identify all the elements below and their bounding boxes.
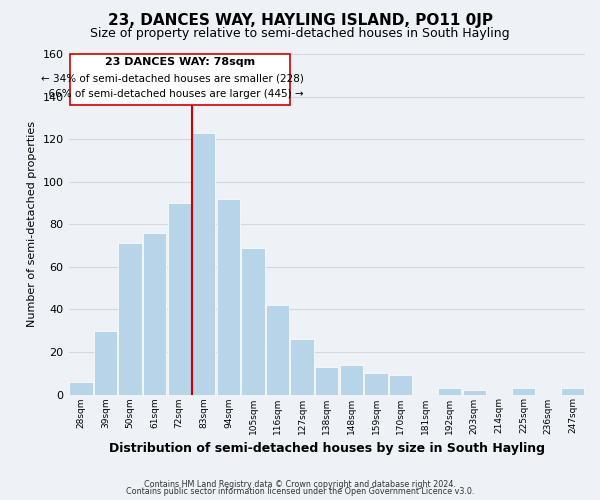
Bar [389, 376, 412, 394]
Bar [118, 244, 142, 394]
Text: Contains HM Land Registry data © Crown copyright and database right 2024.: Contains HM Land Registry data © Crown c… [144, 480, 456, 489]
Bar [69, 382, 92, 394]
Text: 23 DANCES WAY: 78sqm: 23 DANCES WAY: 78sqm [105, 57, 255, 67]
Bar [315, 367, 338, 394]
Bar [364, 373, 388, 394]
Bar [340, 364, 363, 394]
Bar [167, 203, 191, 394]
Bar [94, 330, 117, 394]
Bar [463, 390, 486, 394]
Y-axis label: Number of semi-detached properties: Number of semi-detached properties [27, 122, 37, 328]
Bar [512, 388, 535, 394]
X-axis label: Distribution of semi-detached houses by size in South Hayling: Distribution of semi-detached houses by … [109, 442, 545, 455]
Bar [438, 388, 461, 394]
Text: Contains public sector information licensed under the Open Government Licence v3: Contains public sector information licen… [126, 487, 474, 496]
Bar [561, 388, 584, 394]
Text: 23, DANCES WAY, HAYLING ISLAND, PO11 0JP: 23, DANCES WAY, HAYLING ISLAND, PO11 0JP [107, 12, 493, 28]
Text: 66% of semi-detached houses are larger (445) →: 66% of semi-detached houses are larger (… [41, 89, 303, 99]
Bar [217, 198, 240, 394]
Text: ← 34% of semi-detached houses are smaller (228): ← 34% of semi-detached houses are smalle… [41, 73, 304, 83]
Bar [266, 305, 289, 394]
Text: Size of property relative to semi-detached houses in South Hayling: Size of property relative to semi-detach… [90, 28, 510, 40]
Bar [241, 248, 265, 394]
Bar [290, 339, 314, 394]
Bar [143, 233, 166, 394]
Bar [70, 54, 290, 105]
Bar [192, 132, 215, 394]
